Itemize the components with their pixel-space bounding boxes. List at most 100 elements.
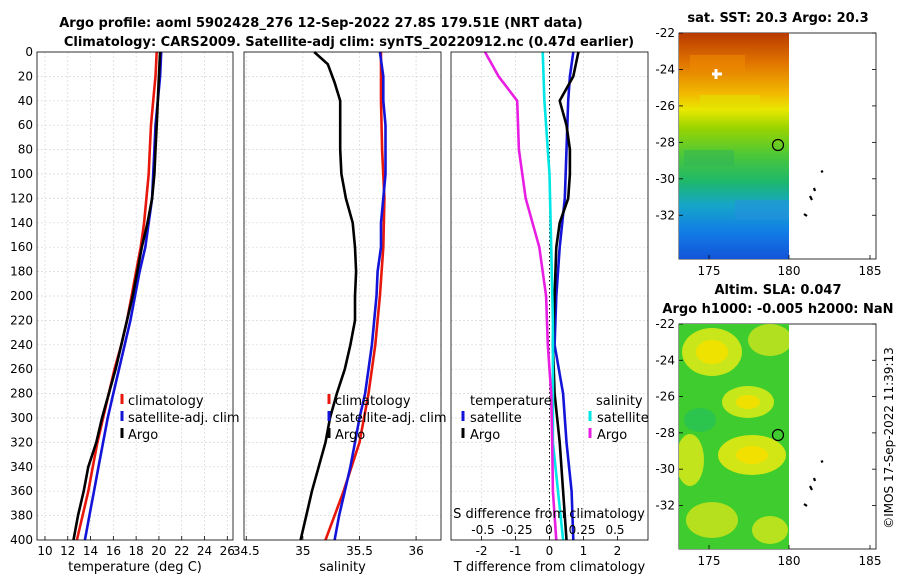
x-tick-label: 36 [408, 544, 423, 558]
map-y-tick-label: -24 [655, 62, 675, 76]
depth-tick-label: 280 [10, 387, 33, 401]
sla-field [679, 324, 789, 549]
depth-tick-label: 400 [10, 533, 33, 547]
depth-tick-label: 300 [10, 411, 33, 425]
panel-frame [450, 51, 649, 541]
imos-timestamp: ©IMOS 17-Sep-2022 11:39:13 [882, 347, 896, 529]
depth-tick-label: 0 [25, 45, 33, 59]
panel-salinity: 34.5 35 35.5 36 salinity climatology satellite… [233, 51, 447, 575]
depth-tick-label: 340 [10, 460, 33, 474]
x-tick-label: 16 [106, 544, 121, 558]
depth-tick-label: 60 [18, 118, 33, 132]
sla-map-title-1: Altim. SLA: 0.047 [715, 283, 842, 298]
panel-frame [36, 51, 234, 541]
x-tick-label: 26 [220, 544, 235, 558]
legend-label: climatology [128, 394, 204, 409]
map-y-tick-label: -28 [655, 135, 675, 149]
x-tick-label: 1 [580, 544, 588, 558]
map-x-tick-label: 185 [859, 264, 882, 278]
legend-label: Argo [470, 428, 500, 443]
x-tick-label: 20 [151, 544, 166, 558]
sst-map: sat. SST: 20.3 Argo: 20.3 -22 -24 -26 -28 -3… [655, 11, 881, 278]
x-tick-label: -1 [510, 544, 522, 558]
map-y-tick-label: -24 [655, 353, 675, 367]
map-x-tick-label: 175 [698, 554, 721, 568]
series-line-salinity-satellite [541, 51, 565, 541]
series-line-argo [299, 51, 358, 541]
legend-label: satellite-adj. clim [335, 411, 447, 426]
x-tick-label: -2 [476, 544, 488, 558]
sst-argo-location-marker [771, 138, 785, 152]
top-tick-label: -0.5 [471, 523, 494, 537]
legend-label: satellite [597, 411, 649, 426]
legend-label: satellite-adj. clim [128, 411, 240, 426]
legend-label: Argo [335, 428, 365, 443]
top-tick-label: -0.25 [501, 523, 532, 537]
title-line-2: Climatology: CARS2009. Satellite-adj cli… [64, 35, 634, 50]
map-x-tick-label: 180 [778, 554, 801, 568]
sst-map-axes: -22 -24 -26 -28 -30 -32 175 180 185 [655, 26, 881, 278]
depth-tick-label: 20 [18, 69, 33, 83]
depth-tick-label: 40 [18, 94, 33, 108]
map-y-tick-label: -22 [655, 26, 675, 40]
panel-frame [243, 51, 442, 541]
map-y-tick-label: -30 [655, 462, 675, 476]
map-y-tick-label: -26 [655, 390, 675, 404]
sla-map-title-2: Argo h1000: -0.005 h2000: NaN [662, 302, 893, 317]
series-line-temperature-argo [551, 51, 580, 541]
x-tick-label: 22 [174, 544, 189, 558]
x-axis-label-top: S difference from climatology [453, 507, 645, 522]
depth-tick-label: 120 [10, 191, 33, 205]
map-x-tick-label: 185 [859, 554, 882, 568]
depth-tick-label: 380 [10, 509, 33, 523]
top-tick-label: 0.25 [569, 523, 596, 537]
top-tick-label: 0 [545, 523, 553, 537]
depth-tick-label: 180 [10, 265, 33, 279]
sla-map: Altim. SLA: 0.047 Argo h1000: -0.005 h20… [655, 283, 893, 568]
map-x-tick-label: 180 [778, 264, 801, 278]
panel-temperature: 0 20 40 60 80 100 120 140 160 180 200 220 240 260 280 3… [10, 45, 240, 575]
depth-tick-label: 100 [10, 167, 33, 181]
x-tick-label: 12 [60, 544, 75, 558]
x-tick-label: 18 [128, 544, 143, 558]
depth-tick-label: 160 [10, 240, 33, 254]
depth-tick-label: 200 [10, 289, 33, 303]
map-y-tick-label: -32 [655, 498, 675, 512]
depth-tick-label: 360 [10, 484, 33, 498]
depth-tick-label: 320 [10, 435, 33, 449]
legend-salinity-title: salinity [596, 394, 643, 409]
sst-field [679, 33, 789, 259]
sst-argo-track-marker [712, 69, 722, 79]
series-line-climatology [324, 52, 386, 541]
x-tick-label: 35.5 [346, 544, 373, 558]
x-tick-label: 34.5 [233, 544, 260, 558]
map-y-tick-label: -30 [655, 172, 675, 186]
series-line-salinity-argo [483, 51, 558, 541]
legend-label: Argo [128, 428, 158, 443]
depth-tick-label: 80 [18, 143, 33, 157]
map-x-tick-label: 175 [698, 264, 721, 278]
x-tick-label: 2 [614, 544, 622, 558]
map-y-tick-label: -28 [655, 426, 675, 440]
x-axis-label: temperature (deg C) [68, 560, 202, 575]
map-y-tick-label: -26 [655, 99, 675, 113]
x-tick-label: 14 [83, 544, 98, 558]
map-y-tick-label: -32 [655, 208, 675, 222]
legend-label: satellite [470, 411, 522, 426]
depth-tick-label: 240 [10, 338, 33, 352]
depth-tick-label: 140 [10, 216, 33, 230]
x-axis-label: salinity [319, 560, 366, 575]
panel-difference: -2 -1 0 1 2 T difference from climatology temp… [450, 51, 649, 575]
series-line-temperature-satellite [553, 51, 575, 541]
legend-label: Argo [597, 428, 627, 443]
sla-map-axes: -22 -24 -26 -28 -30 -32 175 180 185 [655, 317, 881, 568]
profile-panels: 0204060801001201401601802002202402602803… [10, 45, 649, 575]
title-line-1: Argo profile: aoml 5902428_276 12-Sep-20… [59, 16, 583, 31]
sst-map-title: sat. SST: 20.3 Argo: 20.3 [687, 11, 868, 26]
x-tick-label: 10 [37, 544, 52, 558]
legend-label: climatology [335, 394, 411, 409]
top-tick-label: 0.5 [605, 523, 624, 537]
sst-island-marks [803, 170, 824, 217]
